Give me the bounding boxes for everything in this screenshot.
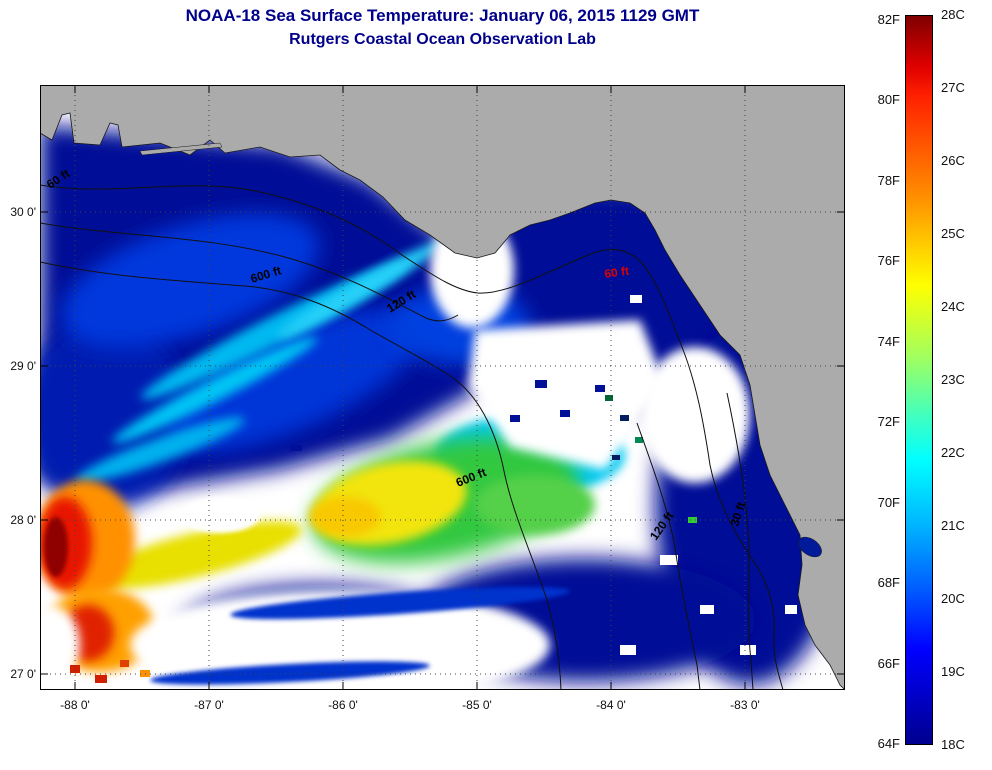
colorbar xyxy=(905,15,933,745)
colorbar-f-label: 68F xyxy=(877,575,900,590)
x-tick-label: -85 0' xyxy=(462,698,492,712)
graticule xyxy=(40,85,845,690)
colorbar-c-label: 24C xyxy=(941,299,965,314)
colorbar-c-label: 25C xyxy=(941,226,965,241)
plot-frame xyxy=(40,85,845,690)
colorbar-c-label: 18C xyxy=(941,737,965,752)
colorbar-c-label: 20C xyxy=(941,591,965,606)
colorbar-c-label: 26C xyxy=(941,153,965,168)
colorbar-f-label: 76F xyxy=(877,253,900,268)
x-tick-label: -83 0' xyxy=(730,698,760,712)
contour-label-60ft-east: 60 ft xyxy=(603,264,629,281)
page-subtitle: Rutgers Coastal Ocean Observation Lab xyxy=(289,31,596,48)
colorbar-f-label: 80F xyxy=(877,92,900,107)
colorbar-f-label: 78F xyxy=(877,173,900,188)
colorbar-f-label: 70F xyxy=(877,495,900,510)
tampa-bay-inlet xyxy=(798,536,822,558)
land xyxy=(40,85,845,690)
y-tick-label: 29 0' xyxy=(10,359,36,373)
map-plot: 60 ft 600 ft 120 ft 60 ft 600 ft 120 ft … xyxy=(40,85,845,690)
y-tick-label: 27 0' xyxy=(10,667,36,681)
colorbar-c-label: 21C xyxy=(941,518,965,533)
sst-map-svg: 60 ft 600 ft 120 ft 60 ft 600 ft 120 ft … xyxy=(40,85,845,690)
y-tick-label: 28 0' xyxy=(10,513,36,527)
colorbar-c-label: 28C xyxy=(941,7,965,22)
page-title: NOAA-18 Sea Surface Temperature: January… xyxy=(185,6,700,25)
colorbar-c-label: 22C xyxy=(941,445,965,460)
bathymetry-contours xyxy=(40,184,784,690)
colorbar-f-label: 66F xyxy=(877,656,900,671)
y-tick-label: 30 0' xyxy=(10,205,36,219)
x-tick-label: -86 0' xyxy=(328,698,358,712)
x-tick-label: -84 0' xyxy=(596,698,626,712)
axis-ticks xyxy=(40,85,845,690)
colorbar-c-label: 27C xyxy=(941,80,965,95)
colorbar-c-label: 23C xyxy=(941,372,965,387)
x-tick-label: -88 0' xyxy=(60,698,90,712)
colorbar-f-label: 82F xyxy=(877,12,900,27)
colorbar-f-label: 74F xyxy=(877,334,900,349)
x-tick-label: -87 0' xyxy=(194,698,224,712)
colorbar-f-label: 72F xyxy=(877,414,900,429)
colorbar-c-label: 19C xyxy=(941,664,965,679)
colorbar-f-label: 64F xyxy=(877,736,900,751)
